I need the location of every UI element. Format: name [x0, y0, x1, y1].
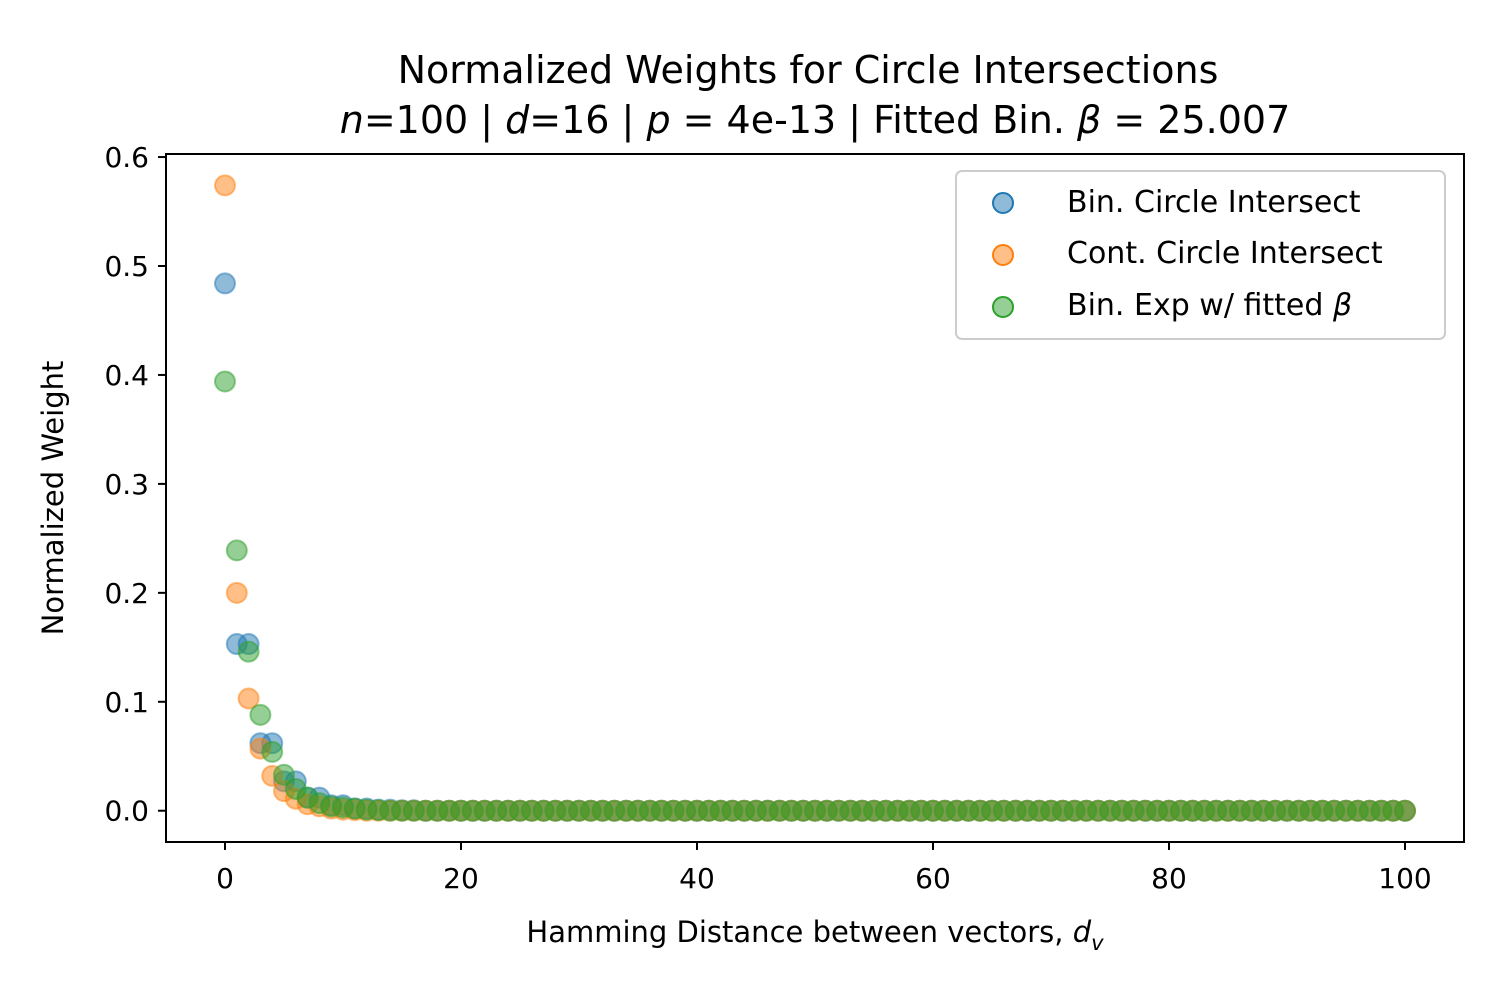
data-point-series-0	[214, 272, 236, 295]
chart-title: Normalized Weights for Circle Intersecti…	[398, 48, 1219, 92]
y-axis-ticks: 0.0 0.1 0.2 0.3 0.4 0.5 0.6	[104, 141, 166, 828]
data-point-series-2	[214, 370, 236, 393]
y-tick-label: 0.3	[104, 468, 149, 501]
legend-label-cont-circle: Cont. Circle Intersect	[1067, 236, 1383, 271]
y-axis-label: Normalized Weight	[36, 361, 70, 636]
y-tick-label: 0.1	[104, 686, 149, 719]
data-point-series-1	[237, 687, 260, 710]
y-tick-label: 0.0	[104, 795, 149, 828]
legend-marker-bin-circle	[992, 192, 1014, 214]
data-point-series-2	[237, 640, 260, 663]
data-point-series-2	[1394, 799, 1416, 822]
x-tick-label: 0	[216, 862, 234, 895]
legend-box	[955, 170, 1446, 340]
data-point-series-1	[225, 581, 248, 604]
data-point-series-2	[261, 740, 284, 763]
x-tick-label: 40	[679, 862, 715, 895]
x-axis-label: Hamming Distance between vectors, dv	[526, 915, 1104, 955]
x-tick-label: 20	[443, 862, 479, 895]
y-tick-label: 0.2	[104, 577, 149, 610]
legend-label-bin-exp: Bin. Exp w/ fitted β	[1067, 288, 1352, 323]
y-tick-label: 0.5	[104, 250, 149, 283]
data-point-series-1	[214, 174, 236, 197]
legend: Bin. Circle Intersect Cont. Circle Inter…	[955, 170, 1446, 340]
x-tick-label: 100	[1378, 862, 1431, 895]
legend-label-bin-circle: Bin. Circle Intersect	[1067, 185, 1361, 220]
data-point-series-2	[249, 703, 272, 726]
data-points-layer	[214, 174, 1416, 822]
x-axis-ticks: 0 20 40 60 80 100	[216, 842, 1432, 895]
x-tick-label: 80	[1151, 862, 1187, 895]
legend-marker-cont-circle	[992, 244, 1014, 266]
y-tick-label: 0.4	[104, 359, 149, 392]
data-point-series-2	[273, 763, 295, 786]
data-point-series-2	[225, 539, 248, 562]
y-tick-label: 0.6	[104, 141, 149, 174]
x-tick-label: 60	[915, 862, 951, 895]
legend-marker-bin-exp	[992, 296, 1014, 318]
chart-subtitle: n=100 | d=16 | p = 4e-13 | Fitted Bin. β…	[340, 98, 1291, 143]
plot-frame	[165, 153, 1465, 843]
